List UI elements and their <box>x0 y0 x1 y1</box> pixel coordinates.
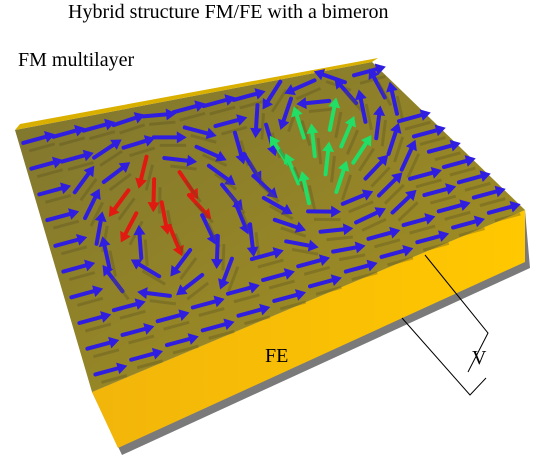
spin-arrow <box>303 101 329 104</box>
spin-arrow <box>159 187 160 213</box>
voltage-label: V <box>472 347 487 369</box>
spin-arrow <box>312 130 315 156</box>
spin-arrow <box>262 113 264 139</box>
spin-arrow <box>217 236 218 262</box>
spin-arrow <box>256 105 258 131</box>
diagram: Hybrid structure FM/FE with a bimeron FM… <box>0 0 541 458</box>
spin-arrow <box>143 114 169 116</box>
spin-arrow <box>223 244 224 270</box>
spin-arrow <box>321 229 347 232</box>
spin-arrow <box>145 240 147 266</box>
title: Hybrid structure FM/FE with a bimeron <box>68 1 389 23</box>
spin-arrow <box>153 179 154 205</box>
fe-label: FE <box>265 345 288 367</box>
fm-label: FM multilayer <box>18 49 134 71</box>
spin-arrow <box>139 232 141 258</box>
